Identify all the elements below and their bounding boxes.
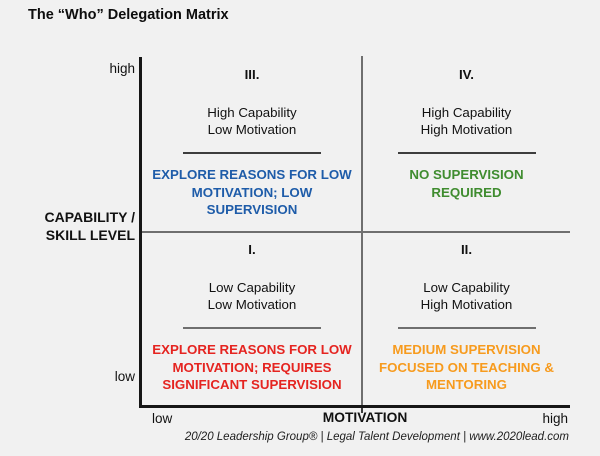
- quadrant-IV-description: High Capability High Motivation: [420, 104, 513, 138]
- quadrant-III: III. High Capability Low Motivation EXPL…: [142, 57, 362, 231]
- y-axis-high-label: high: [109, 61, 135, 76]
- page-title: The “Who” Delegation Matrix: [28, 7, 229, 23]
- quadrant-I-divider: [183, 327, 321, 330]
- quadrant-IV-supervision: NO SUPERVISION REQUIRED: [409, 167, 524, 200]
- quadrant-II-numeral: II.: [460, 242, 473, 257]
- quadrant-II-description: Low Capability High Motivation: [420, 279, 513, 313]
- quadrant-I-numeral: I.: [248, 242, 256, 257]
- x-axis-high-label: high: [542, 411, 568, 426]
- quadrant-III-description: High Capability Low Motivation: [207, 104, 297, 138]
- quadrant-II-supervision: MEDIUM SUPERVISION FOCUSED ON TEACHING &…: [378, 342, 555, 393]
- quadrant-III-supervision: EXPLORE REASONS FOR LOW MOTIVATION; LOW …: [152, 167, 352, 218]
- quadrant-IV-numeral: IV.: [458, 67, 475, 82]
- y-axis-title: CAPABILITY / SKILL LEVEL: [44, 209, 136, 243]
- y-axis-line: [139, 57, 142, 407]
- x-axis-low-label: low: [152, 411, 173, 426]
- quadrant-II-divider: [397, 327, 536, 330]
- quadrant-I: I. Low Capability Low Motivation EXPLORE…: [142, 232, 362, 405]
- x-axis-line: [139, 405, 570, 408]
- vertical-divider-tick: [361, 408, 363, 413]
- footer-credit: 20/20 Leadership Group® | Legal Talent D…: [184, 431, 569, 443]
- quadrant-IV: IV. High Capability High Motivation NO S…: [363, 57, 570, 231]
- quadrant-I-supervision: EXPLORE REASONS FOR LOW MOTIVATION; REQU…: [152, 342, 352, 393]
- quadrant-IV-divider: [397, 152, 536, 155]
- x-axis-title: MOTIVATION: [322, 410, 408, 425]
- vertical-divider-line: [361, 56, 363, 405]
- y-axis-low-label: low: [114, 369, 135, 384]
- horizontal-divider-line: [142, 231, 570, 233]
- quadrant-I-description: Low Capability Low Motivation: [207, 279, 297, 313]
- quadrant-III-numeral: III.: [244, 67, 260, 82]
- quadrant-III-divider: [183, 152, 321, 155]
- quadrant-II: II. Low Capability High Motivation MEDIU…: [363, 232, 570, 405]
